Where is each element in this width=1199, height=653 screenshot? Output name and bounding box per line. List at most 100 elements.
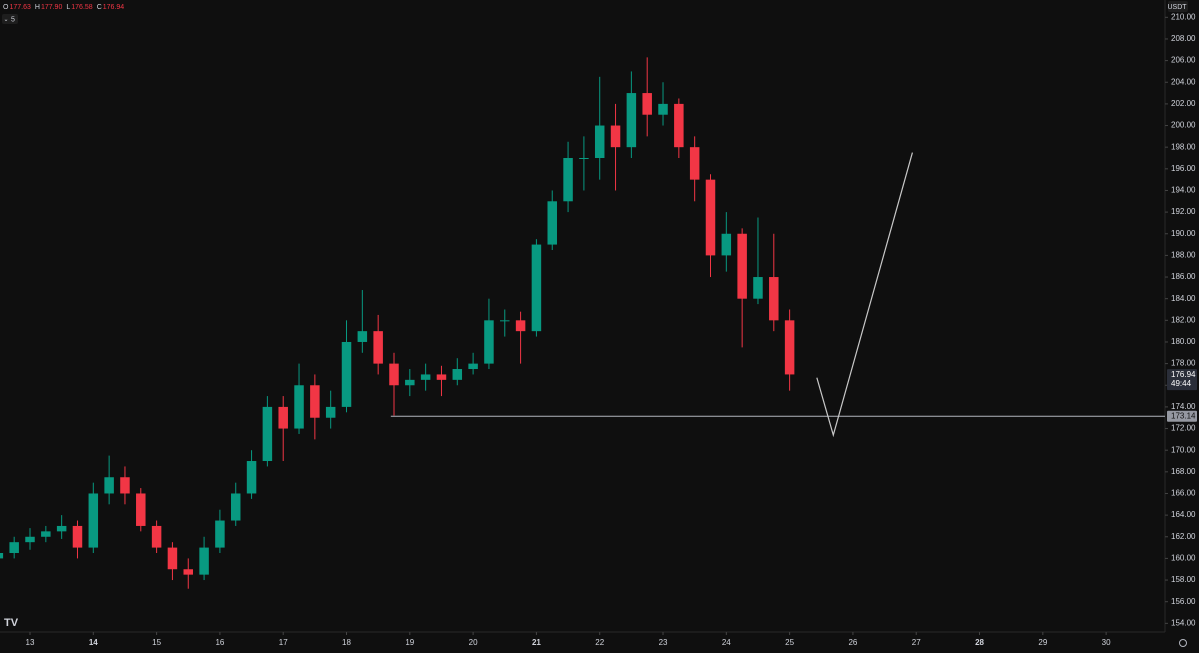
y-tick-label: 202.00 [1171,99,1196,108]
horizontal-line-label: 173.14 [1171,411,1196,420]
candle-body [784,320,795,375]
candle-body [151,525,162,548]
candle-body [658,103,668,115]
candle-body [563,158,573,202]
x-tick-label: 24 [722,638,731,647]
ohlc-key: L [66,4,70,11]
current-price-box [1167,369,1197,391]
y-tick-label: 162.00 [1171,532,1196,541]
chevron[interactable]: ⌄ [3,17,8,23]
candle-body [167,547,178,570]
candle-body [547,201,557,245]
y-tick-label: 190.00 [1171,229,1196,238]
candle-body [484,320,494,364]
ohlc-key: O [3,4,9,11]
x-tick-label: 30 [1102,638,1111,647]
candle-body [357,331,368,342]
current-price-label: 176.94 [1171,370,1196,379]
y-tick-label: 160.00 [1171,554,1196,563]
y-tick-label: 154.00 [1171,618,1196,627]
candle-body [120,477,130,494]
candle-body [104,477,114,494]
candle-body [9,542,19,553]
candle-body [310,385,320,418]
y-tick-label: 174.00 [1171,402,1196,411]
countdown: 49:44 [1171,379,1192,388]
candle-body [594,125,605,158]
candle-body [753,277,763,299]
candle-body [405,379,415,386]
currency-box[interactable] [1168,1,1188,12]
candle-body [341,341,352,407]
candle-body [642,93,652,115]
candle-body [769,277,779,321]
y-tick-label: 206.00 [1171,56,1196,65]
y-tick-label: 158.00 [1171,575,1196,584]
y-tick-label: 192.00 [1171,207,1196,216]
x-tick-label: 22 [595,638,604,647]
y-tick-label: 168.00 [1171,467,1196,476]
y-tick-label: 156.00 [1171,597,1196,606]
candle-body [500,320,510,322]
candle-body [531,244,542,332]
ohlc-value: 176.94 [103,4,125,11]
y-tick-label: 204.00 [1171,77,1196,86]
x-tick-label: 20 [469,638,478,647]
x-tick-label: 26 [848,638,857,647]
candle-body [420,374,431,380]
candle-body [183,569,194,575]
y-tick-label: 184.00 [1171,294,1196,303]
y-tick-label: 210.00 [1171,12,1196,21]
y-tick-label: 164.00 [1171,510,1196,519]
candle-body [56,525,67,532]
candle-body [674,103,684,148]
candle-body [689,147,700,180]
candle-body [294,385,304,429]
candle-body [515,320,526,332]
candle-body [626,93,637,148]
candle-body [215,520,225,548]
y-tick-label: 186.00 [1171,272,1196,281]
x-tick-label: 25 [785,638,794,647]
interval[interactable]: 5 [11,16,15,23]
candle-body [136,493,146,526]
candle-body [579,158,589,159]
y-tick-label: 194.00 [1171,186,1196,195]
candle-body [199,547,209,575]
candle-body [436,374,447,380]
svg-text:TV: TV [4,617,19,629]
x-tick-label: 14 [89,638,98,647]
candle-body [325,406,336,418]
candle-body [721,233,732,256]
x-tick-label: 27 [912,638,921,647]
y-tick-label: 170.00 [1171,445,1196,454]
settings-icon[interactable] [1179,639,1187,647]
ohlc-key: C [97,4,102,11]
candle-body [452,369,463,380]
candle-body [41,531,51,537]
candle-body [72,525,83,548]
y-tick-label: 178.00 [1171,359,1196,368]
ohlc-value: 177.90 [41,4,63,11]
x-tick-label: 29 [1038,638,1047,647]
x-tick-label: 28 [975,638,984,647]
ohlc-value: 177.63 [9,4,31,11]
currency[interactable]: USDT [1167,4,1187,11]
y-tick-label: 188.00 [1171,251,1196,260]
x-tick-label: 16 [215,638,224,647]
x-tick-label: 19 [405,638,414,647]
y-tick-label: 182.00 [1171,315,1196,324]
ohlc-value: 176.58 [71,4,93,11]
horizontal-line-label-box [1167,410,1197,422]
ohlc-key: H [35,4,40,11]
candle-body [389,363,399,386]
x-tick-label: 23 [659,638,668,647]
interval-box[interactable] [2,14,18,24]
plot [0,57,795,589]
x-tick-label: 21 [532,638,541,647]
y-tick-label: 200.00 [1171,121,1196,130]
y-tick-label: 172.00 [1171,424,1196,433]
y-tick-label: 196.00 [1171,164,1196,173]
